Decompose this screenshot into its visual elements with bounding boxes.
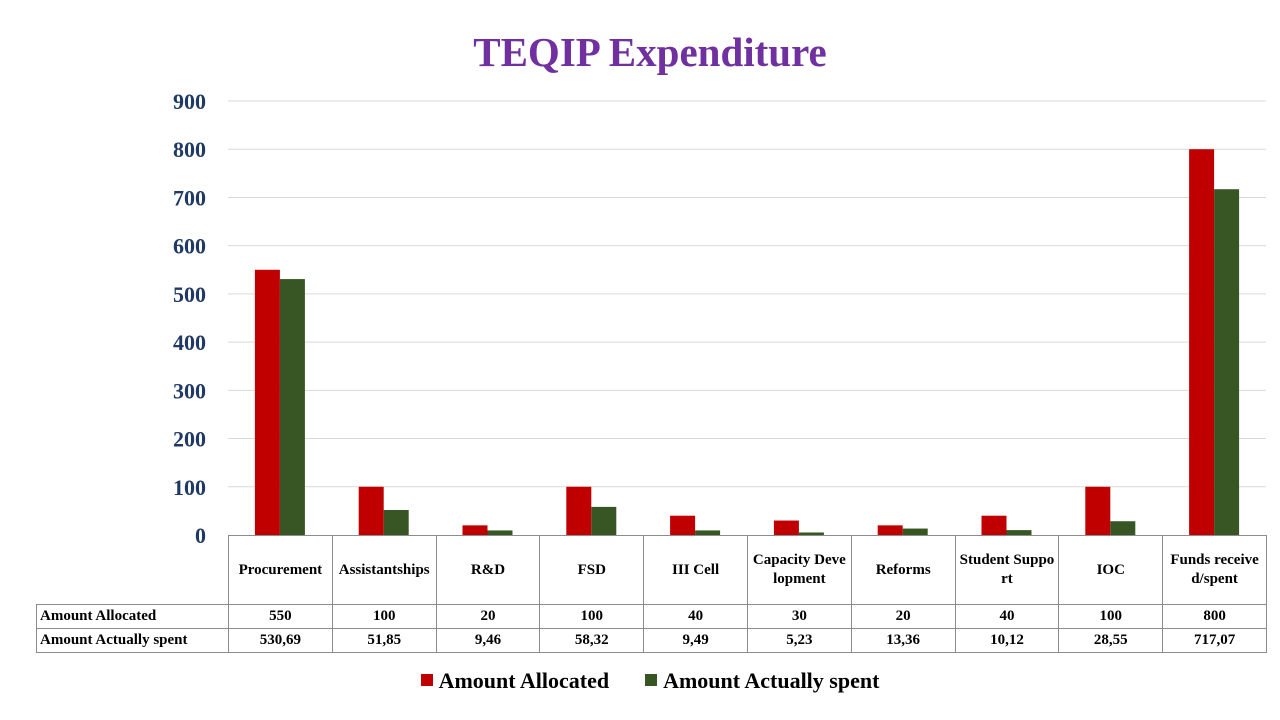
category-label: FSD [539, 535, 645, 605]
table-value: 20 [435, 604, 541, 629]
y-tick-label: 200 [173, 427, 206, 452]
bar-amount-actually-spent [798, 532, 824, 535]
bar-amount-allocated [254, 269, 280, 535]
table-series-label: Amount Actually spent [36, 628, 229, 653]
bar-amount-allocated [462, 525, 488, 535]
table-value: 40 [954, 604, 1060, 629]
data-table: Procurement Assistantships R&D FSD III Cell C… [36, 535, 1267, 653]
category-label: IOC [1058, 535, 1164, 605]
chart-title: TEQIP Expenditure [473, 29, 827, 75]
bar-amount-actually-spent [1110, 521, 1136, 535]
legend: Amount Allocated Amount Actually spent [0, 668, 1280, 694]
category-label: Reforms [850, 535, 956, 605]
category-label: Funds received/spent [1162, 535, 1267, 605]
table-value: 20 [850, 604, 956, 629]
y-tick-label: 300 [173, 378, 206, 403]
table-corner [36, 535, 229, 605]
table-value: 13,36 [850, 628, 956, 653]
bar-amount-allocated [877, 525, 903, 535]
category-label: Capacity Development [746, 535, 852, 605]
bar-amount-actually-spent [383, 509, 409, 535]
bar-amount-allocated [981, 515, 1007, 535]
bar-amount-actually-spent [591, 506, 617, 535]
y-tick-label: 500 [173, 282, 206, 307]
table-value: 40 [643, 604, 748, 629]
table-value: 28,55 [1058, 628, 1164, 653]
table-value: 530,69 [228, 628, 333, 653]
table-value: 9,46 [435, 628, 541, 653]
bar-amount-actually-spent [695, 530, 721, 535]
bar-amount-allocated [670, 515, 696, 535]
table-value: 717,07 [1162, 628, 1267, 653]
y-tick-label: 400 [173, 330, 206, 355]
bar-amount-allocated [1085, 486, 1111, 535]
legend-swatch [645, 674, 658, 686]
legend-swatch [420, 674, 433, 686]
bar-amount-allocated [1189, 149, 1215, 535]
legend-entry: Amount Allocated [420, 668, 610, 694]
table-series-label: Amount Allocated [36, 604, 229, 629]
bar-amount-actually-spent [1214, 189, 1240, 536]
bar-amount-actually-spent [279, 279, 305, 535]
table-value: 100 [331, 604, 437, 629]
table-value: 58,32 [539, 628, 645, 653]
table-value: 51,85 [331, 628, 437, 653]
bar-amount-allocated [773, 520, 799, 535]
category-label: Procurement [228, 535, 333, 605]
table-value: 800 [1162, 604, 1267, 629]
table-category-row: Procurement Assistantships R&D FSD III Cell C… [36, 535, 1267, 605]
bar-amount-actually-spent [902, 528, 928, 535]
table-value: 9,49 [643, 628, 748, 653]
category-label: R&D [435, 535, 541, 605]
y-tick-label: 700 [173, 185, 206, 210]
legend-label: Amount Actually spent [663, 668, 880, 693]
y-tick-label: 100 [173, 475, 206, 500]
table-value: 5,23 [746, 628, 852, 653]
table-value: 100 [1058, 604, 1164, 629]
table-value: 100 [539, 604, 645, 629]
y-tick-label: 800 [173, 137, 206, 162]
category-label: Assistantships [331, 535, 437, 605]
bar-amount-actually-spent [487, 530, 513, 535]
legend-label: Amount Allocated [438, 668, 610, 693]
legend-entry: Amount Actually spent [645, 668, 879, 694]
bar-amount-allocated [358, 486, 384, 535]
category-label: Student Support [954, 535, 1060, 605]
table-value: 10,12 [954, 628, 1060, 653]
gridlines [228, 100, 1266, 488]
bar-amount-allocated [566, 486, 592, 535]
table-row: Amount Actually spent 530,69 51,85 9,46 58,3… [36, 628, 1267, 653]
category-label: III Cell [643, 535, 748, 605]
y-tick-label: 600 [173, 234, 206, 259]
y-tick-label: 900 [173, 89, 206, 114]
table-value: 550 [228, 604, 333, 629]
table-row: Amount Allocated 550 100 20 100 40 30 20 40 100 80… [36, 604, 1267, 629]
bar-amount-actually-spent [1006, 530, 1032, 535]
bars [254, 149, 1240, 536]
table-value: 30 [746, 604, 852, 629]
